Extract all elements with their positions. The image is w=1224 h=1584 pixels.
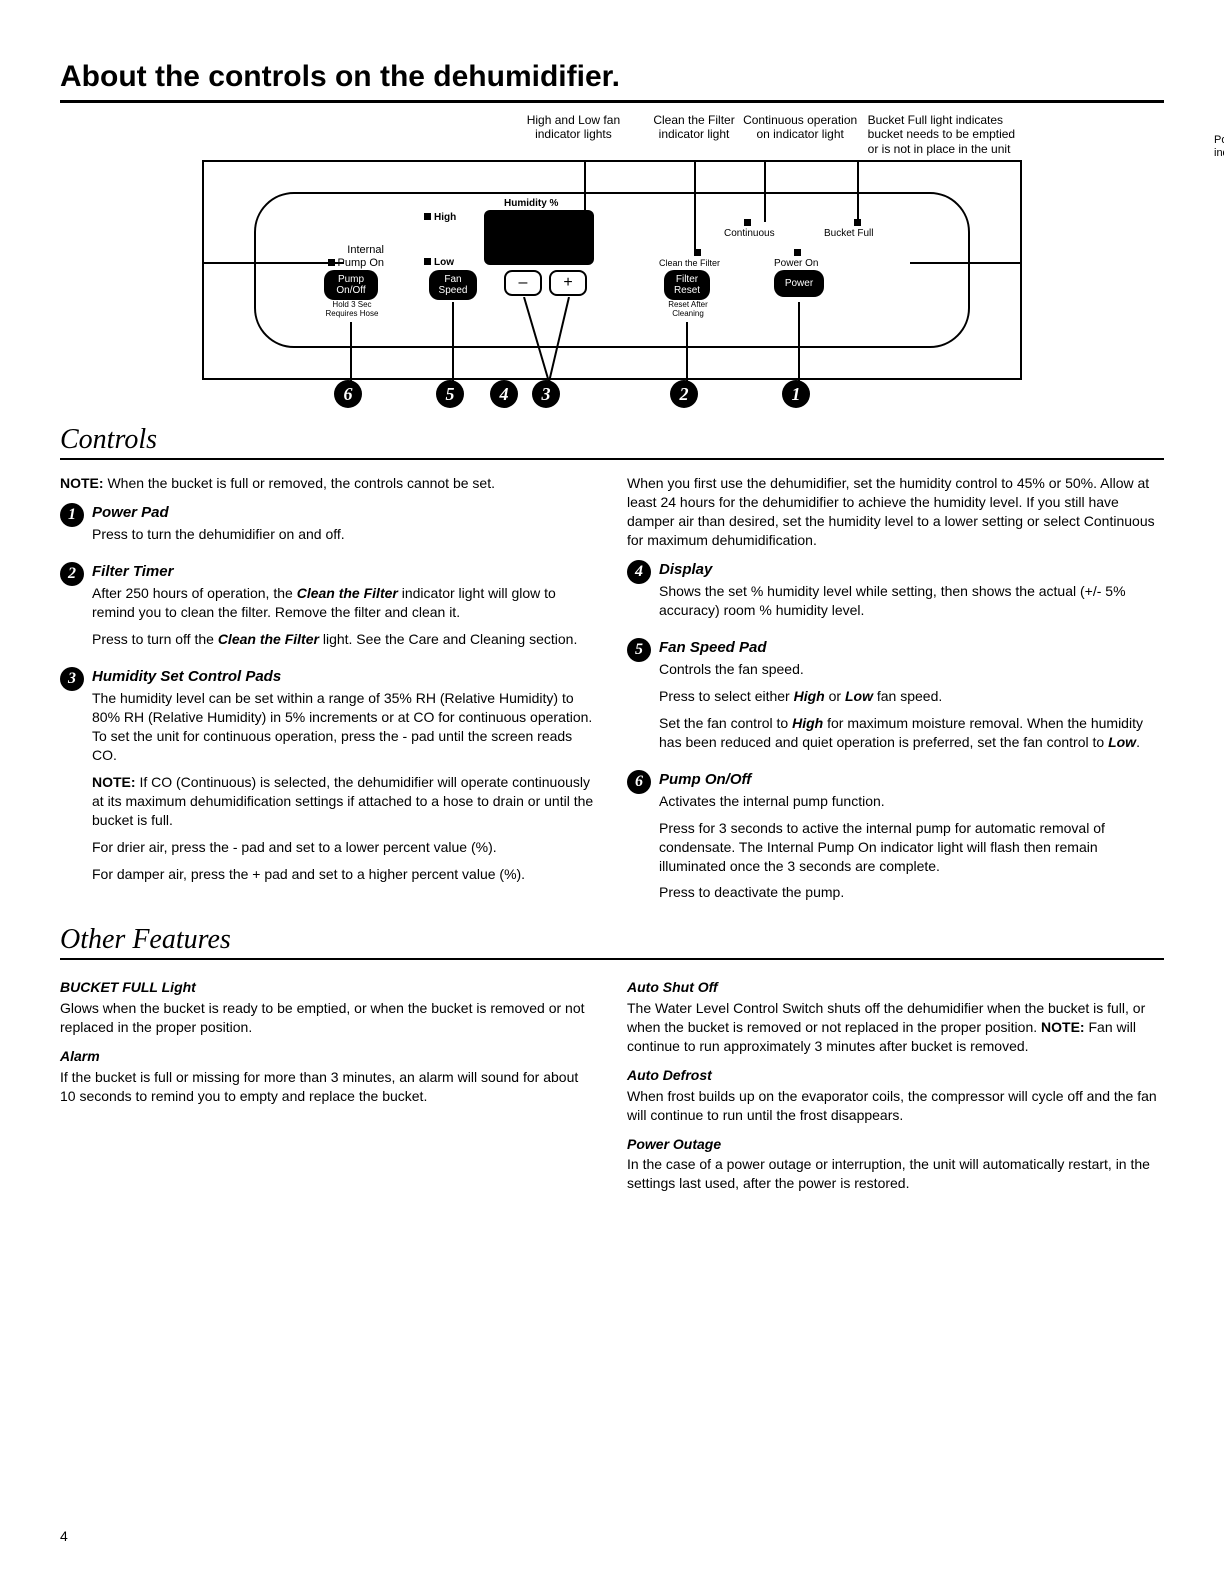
control-4-p1: Shows the set % humidity level while set… [659,582,1164,620]
diagram-num-4: 4 [490,380,518,408]
label-pump-sub: Hold 3 Sec Requires Hose [324,300,380,318]
feature-autoshut-p: The Water Level Control Switch shuts off… [627,999,1164,1056]
callout-filter: Clean the Filter indicator light [646,113,742,156]
label-continuous: Continuous [724,228,775,239]
control-5-title: Fan Speed Pad [659,638,1164,658]
label-pump-on: Pump On [338,257,384,269]
feature-defrost-title: Auto Defrost [627,1066,1164,1085]
callout-power-on: Power On indicator light [1214,134,1224,160]
page-number: 4 [60,1528,68,1544]
control-3-p1: The humidity level can be set within a r… [92,689,597,765]
diagram-num-5: 5 [436,380,464,408]
callout-fan: High and Low fan indicator lights [520,113,626,156]
control-2-p1: After 250 hours of operation, the Clean … [92,584,597,622]
control-item-6: 6 Pump On/Off Activates the internal pum… [627,770,1164,911]
button-pump: Pump On/Off [324,270,378,300]
control-3-p2: NOTE: If CO (Continuous) is selected, th… [92,773,597,830]
control-3-p3: For drier air, press the - pad and set t… [92,838,597,857]
display-screen [484,210,594,265]
callout-bucket: Bucket Full light indicates bucket needs… [868,113,1022,156]
diagram-num-3: 3 [532,380,560,408]
control-1-title: Power Pad [92,503,345,523]
page-title: About the controls on the dehumidifier. [60,60,1164,94]
control-3-p4: For damper air, press the + pad and set … [92,865,597,884]
diagram-num-2: 2 [670,380,698,408]
label-internal: Internal [347,244,384,256]
control-2-p2: Press to turn off the Clean the Filter l… [92,630,597,649]
label-high: High [434,212,456,223]
callout-continuous: Continuous operation on indicator light [742,113,858,156]
feature-alarm-p: If the bucket is full or missing for mor… [60,1068,597,1106]
label-bucket-full: Bucket Full [824,228,873,239]
control-5-p3: Set the fan control to High for maximum … [659,714,1164,752]
label-humidity: Humidity % [504,198,558,209]
button-power: Power [774,270,824,297]
control-item-5: 5 Fan Speed Pad Controls the fan speed. … [627,638,1164,760]
divider [60,958,1164,960]
button-filter-reset: Filter Reset [664,270,710,300]
feature-autoshut-title: Auto Shut Off [627,978,1164,997]
num-2-icon: 2 [60,562,84,586]
feature-outage-title: Power Outage [627,1135,1164,1154]
control-6-p1: Activates the internal pump function. [659,792,1164,811]
panel-outline: High Low Humidity % Continuous Bucket Fu… [202,160,1022,380]
control-item-4: 4 Display Shows the set % humidity level… [627,560,1164,628]
diagram-num-6: 6 [334,380,362,408]
section-other-features: Other Features [60,924,1164,956]
control-panel-diagram: High and Low fan indicator lights Clean … [202,113,1022,410]
label-power-on: Power On [774,258,818,269]
control-3-title: Humidity Set Control Pads [92,667,597,687]
button-minus: – [504,270,542,296]
control-item-3: 3 Humidity Set Control Pads The humidity… [60,667,597,891]
num-6-icon: 6 [627,770,651,794]
controls-columns: NOTE: When the bucket is full or removed… [60,468,1164,910]
control-6-p2: Press for 3 seconds to active the intern… [659,819,1164,876]
button-fan-speed: Fan Speed [429,270,477,300]
control-1-p1: Press to turn the dehumidifier on and of… [92,525,345,544]
control-3-side: When you first use the dehumidifier, set… [627,474,1164,550]
section-controls: Controls [60,424,1164,456]
button-plus: + [549,270,587,296]
num-4-icon: 4 [627,560,651,584]
num-1-icon: 1 [60,503,84,527]
label-filter-sub: Reset After Cleaning [664,300,712,318]
control-item-2: 2 Filter Timer After 250 hours of operat… [60,562,597,657]
control-5-p2: Press to select either High or Low fan s… [659,687,1164,706]
control-6-p3: Press to deactivate the pump. [659,883,1164,902]
num-5-icon: 5 [627,638,651,662]
label-low: Low [434,257,454,268]
label-clean-filter: Clean the Filter [659,258,720,268]
feature-bucket-title: BUCKET FULL Light [60,978,597,997]
controls-note: NOTE: When the bucket is full or removed… [60,474,597,493]
control-6-title: Pump On/Off [659,770,1164,790]
feature-outage-p: In the case of a power outage or interru… [627,1155,1164,1193]
divider [60,100,1164,103]
diagram-num-1: 1 [782,380,810,408]
feature-defrost-p: When frost builds up on the evaporator c… [627,1087,1164,1125]
feature-alarm-title: Alarm [60,1047,597,1066]
control-2-title: Filter Timer [92,562,597,582]
features-columns: BUCKET FULL Light Glows when the bucket … [60,968,1164,1193]
num-3-icon: 3 [60,667,84,691]
divider [60,458,1164,460]
control-item-1: 1 Power Pad Press to turn the dehumidifi… [60,503,597,552]
control-4-title: Display [659,560,1164,580]
feature-bucket-p: Glows when the bucket is ready to be emp… [60,999,597,1037]
control-5-p1: Controls the fan speed. [659,660,1164,679]
